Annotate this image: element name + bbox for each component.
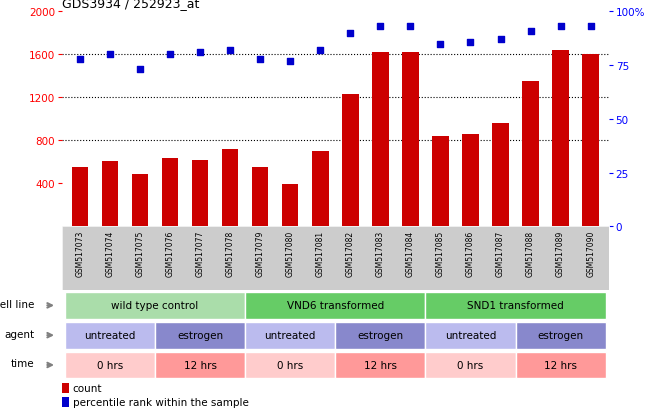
Text: GSM517079: GSM517079 [256, 230, 265, 276]
Text: 0 hrs: 0 hrs [458, 360, 484, 370]
Bar [402, 53, 419, 227]
Text: GSM517090: GSM517090 [586, 230, 595, 276]
Bar [425, 292, 605, 319]
Text: GSM517074: GSM517074 [105, 230, 115, 276]
Bar [425, 322, 516, 349]
Text: GSM517073: GSM517073 [76, 230, 85, 276]
Text: GSM517085: GSM517085 [436, 230, 445, 276]
Bar [432, 137, 449, 227]
Text: estrogen: estrogen [538, 330, 584, 340]
Point [255, 56, 266, 63]
Text: estrogen: estrogen [357, 330, 404, 340]
Point [585, 24, 596, 31]
Bar [522, 82, 539, 227]
Bar [222, 150, 238, 227]
Text: GSM517081: GSM517081 [316, 230, 325, 276]
Bar [516, 322, 605, 349]
Text: GSM517075: GSM517075 [135, 230, 145, 276]
Bar [252, 167, 268, 227]
Bar [155, 322, 245, 349]
Bar [245, 292, 425, 319]
Point [465, 39, 476, 46]
Point [285, 58, 296, 65]
Bar [192, 160, 208, 227]
Point [105, 52, 115, 59]
Text: untreated: untreated [445, 330, 496, 340]
Text: untreated: untreated [84, 330, 135, 340]
Point [195, 50, 205, 57]
Bar [132, 174, 148, 227]
Text: GSM517076: GSM517076 [165, 230, 174, 276]
Bar [516, 352, 605, 378]
Bar [72, 167, 88, 227]
Text: 0 hrs: 0 hrs [277, 360, 303, 370]
Text: 0 hrs: 0 hrs [97, 360, 123, 370]
Text: GSM517086: GSM517086 [466, 230, 475, 276]
Text: GSM517084: GSM517084 [406, 230, 415, 276]
Point [345, 31, 355, 37]
Point [375, 24, 385, 31]
Bar [155, 352, 245, 378]
Bar [245, 352, 335, 378]
Text: wild type control: wild type control [111, 301, 199, 311]
Bar [65, 292, 245, 319]
Bar [342, 95, 359, 227]
Point [165, 52, 175, 59]
Point [436, 41, 446, 48]
Point [75, 56, 85, 63]
Text: GSM517088: GSM517088 [526, 230, 535, 276]
Text: GSM517087: GSM517087 [496, 230, 505, 276]
Point [495, 37, 506, 43]
Bar [62, 383, 69, 393]
Bar [335, 322, 425, 349]
Text: GDS3934 / 252923_at: GDS3934 / 252923_at [62, 0, 199, 10]
Bar [245, 322, 335, 349]
Text: 12 hrs: 12 hrs [364, 360, 397, 370]
Text: agent: agent [4, 329, 34, 339]
Bar [425, 352, 516, 378]
Text: GSM517078: GSM517078 [226, 230, 234, 276]
Bar [372, 53, 389, 227]
Text: 12 hrs: 12 hrs [544, 360, 577, 370]
Text: untreated: untreated [264, 330, 316, 340]
Text: GSM517083: GSM517083 [376, 230, 385, 276]
Bar [65, 322, 155, 349]
Bar [335, 352, 425, 378]
Text: 12 hrs: 12 hrs [184, 360, 217, 370]
Bar [552, 51, 569, 227]
Bar [65, 352, 155, 378]
Point [405, 24, 415, 31]
Text: percentile rank within the sample: percentile rank within the sample [73, 398, 249, 408]
Bar [312, 152, 329, 227]
Text: cell line: cell line [0, 299, 34, 309]
Bar [102, 161, 118, 227]
Bar [161, 158, 178, 227]
Text: time: time [10, 358, 34, 368]
Text: GSM517082: GSM517082 [346, 230, 355, 276]
Bar [282, 185, 298, 227]
Text: GSM517080: GSM517080 [286, 230, 295, 276]
Bar [62, 397, 69, 407]
Point [225, 47, 235, 54]
Text: count: count [73, 383, 102, 393]
Text: SND1 transformed: SND1 transformed [467, 301, 564, 311]
Bar [462, 135, 478, 227]
Point [525, 28, 536, 35]
Text: estrogen: estrogen [177, 330, 223, 340]
Text: VND6 transformed: VND6 transformed [286, 301, 384, 311]
Text: GSM517077: GSM517077 [195, 230, 204, 276]
Point [555, 24, 566, 31]
Point [315, 47, 326, 54]
Bar [492, 124, 509, 227]
Bar [583, 55, 599, 227]
Text: GSM517089: GSM517089 [556, 230, 565, 276]
Point [135, 67, 145, 74]
